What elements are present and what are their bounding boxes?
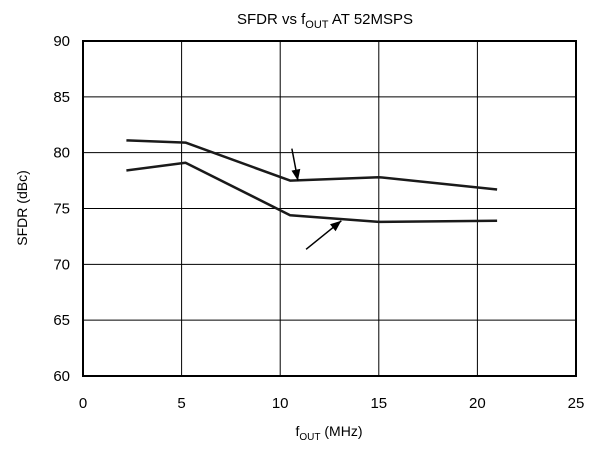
y-tick-label: 60 xyxy=(53,368,70,385)
x-tick-label: 25 xyxy=(568,395,585,412)
annotation-layer xyxy=(291,148,342,250)
title-main: SFDR vs f xyxy=(237,11,306,28)
y-axis-label: SFDR (dBc) xyxy=(14,170,30,245)
title-subscript: OUT xyxy=(305,19,329,31)
series-line-minus6dbfs xyxy=(126,161,498,224)
annotation-arrowhead-0dbfs xyxy=(291,168,301,181)
title-rest: AT 52MSPS xyxy=(329,11,414,28)
x-tick-label: 20 xyxy=(469,395,486,412)
y-tick-label: 75 xyxy=(53,201,70,218)
x-tick-label: 5 xyxy=(177,395,185,412)
chart-title: SFDR vs fOUT AT 52MSPS xyxy=(237,11,413,31)
plot-frame xyxy=(82,40,577,377)
y-tick-label: 85 xyxy=(53,89,70,106)
series-layer xyxy=(126,139,498,224)
x-label-rest: (MHz) xyxy=(321,423,363,439)
x-tick-label: 10 xyxy=(272,395,289,412)
x-label-main: f xyxy=(296,423,300,439)
y-axis-ticks: 60 65 70 75 80 85 90 xyxy=(53,33,70,385)
series-line-0dbfs xyxy=(126,139,498,191)
x-axis-ticks: 0 5 10 15 20 25 xyxy=(79,395,585,412)
grid-lines xyxy=(83,41,576,376)
x-label-subscript: OUT xyxy=(299,432,320,443)
y-tick-label: 70 xyxy=(53,256,70,273)
x-tick-label: 15 xyxy=(370,395,387,412)
x-axis-label: fOUT (MHz) xyxy=(296,423,363,443)
y-tick-label: 65 xyxy=(53,312,70,329)
annotation-arrowhead-minus6dbfs xyxy=(330,220,342,232)
y-tick-label: 90 xyxy=(53,33,70,50)
y-tick-label: 80 xyxy=(53,145,70,162)
x-tick-label: 0 xyxy=(79,395,87,412)
